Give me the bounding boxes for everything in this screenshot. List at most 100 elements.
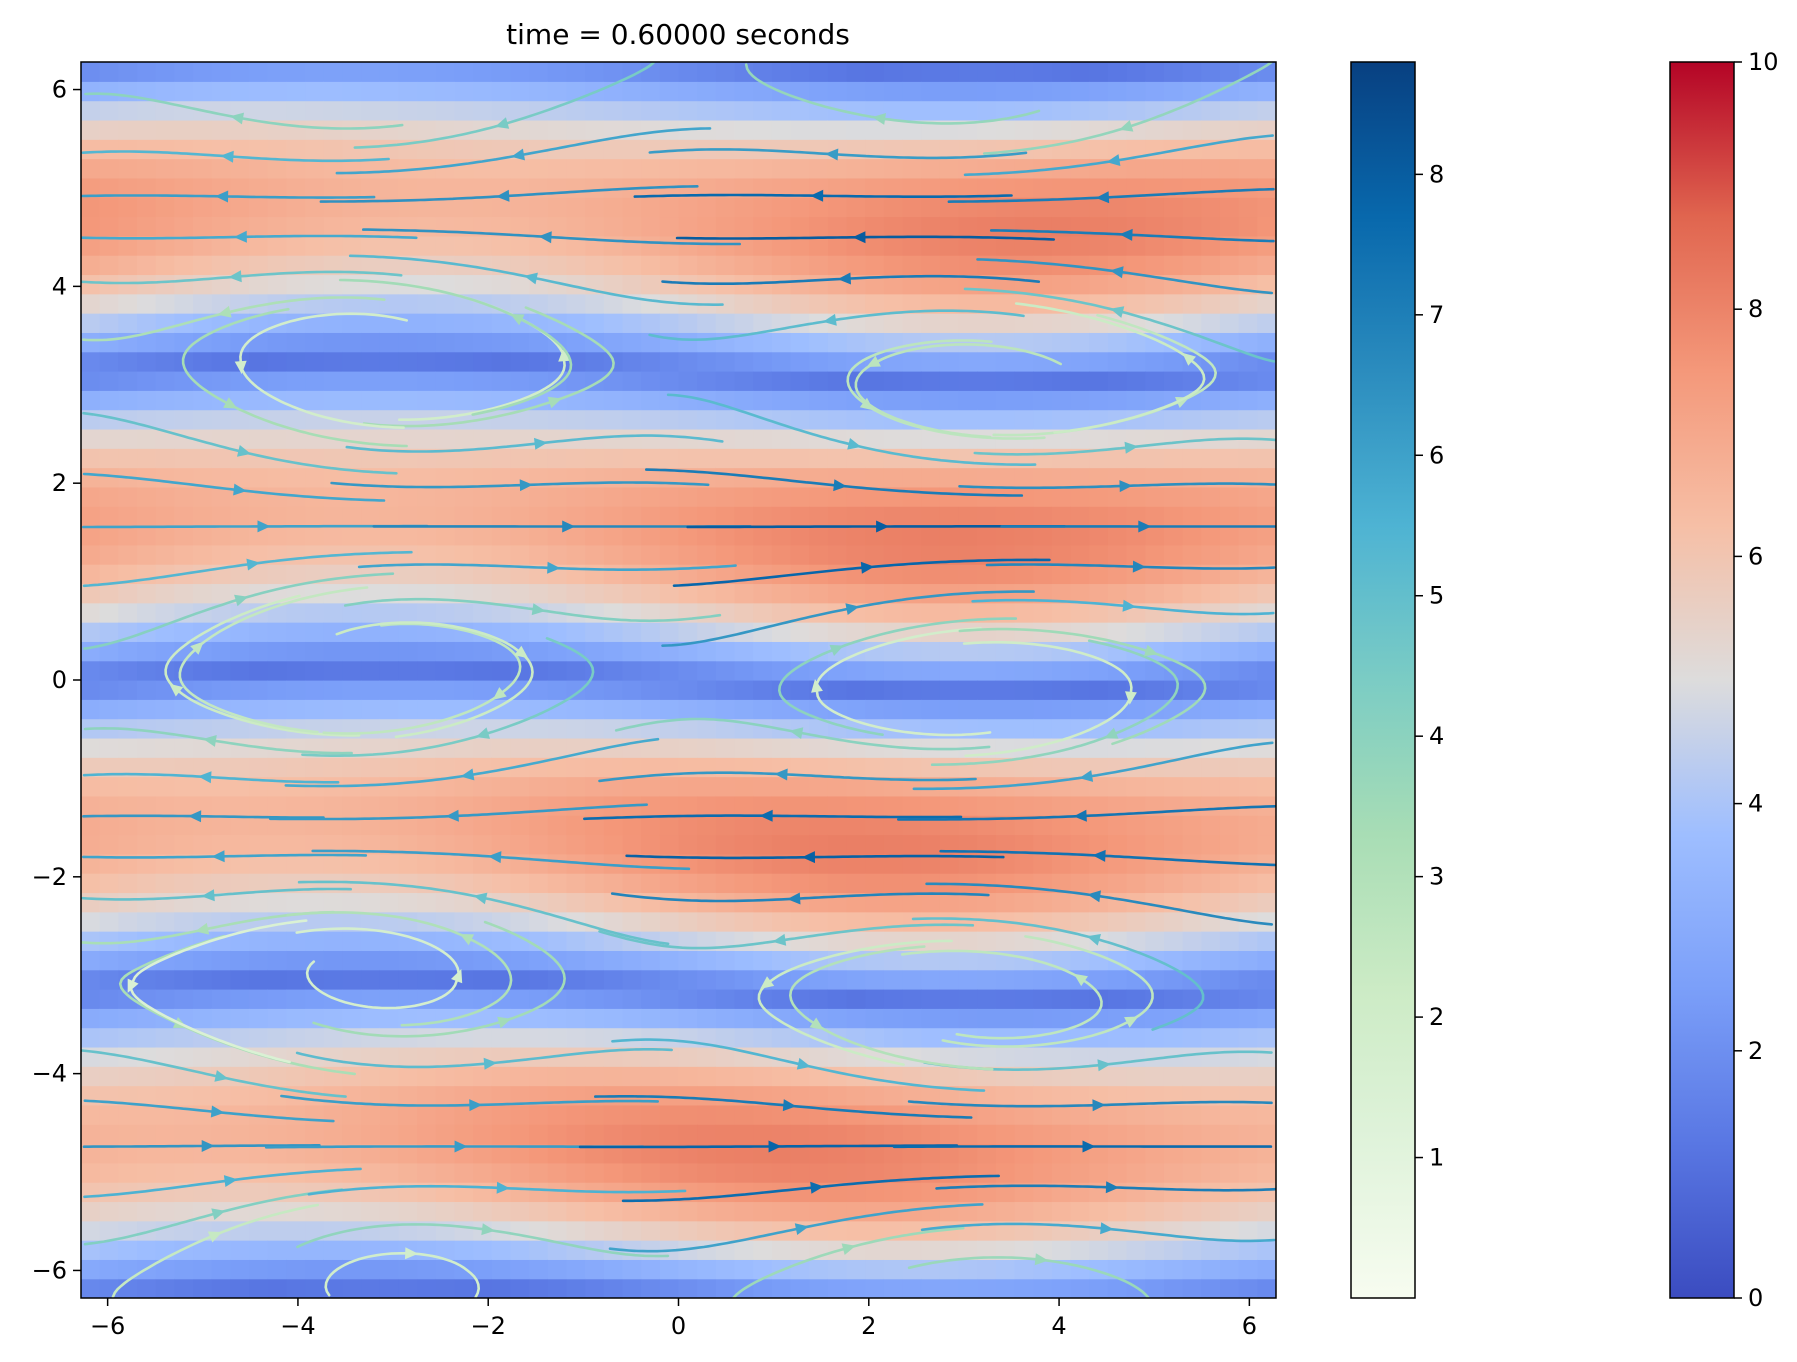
- heatmap-cell: [398, 853, 418, 874]
- heatmap-cell: [827, 564, 848, 585]
- heatmap-cell: [342, 448, 362, 469]
- heatmap-cell: [678, 1027, 698, 1048]
- heatmap-cell: [678, 158, 698, 179]
- heatmap-cell: [1219, 1278, 1240, 1298]
- heatmap-cell: [659, 274, 680, 295]
- heatmap-cell: [939, 1240, 960, 1260]
- heatmap-cell: [995, 544, 1016, 565]
- heatmap-cell: [1107, 81, 1128, 102]
- heatmap-cell: [323, 853, 343, 874]
- heatmap-cell: [155, 525, 175, 546]
- heatmap-cell: [1145, 313, 1165, 333]
- heatmap-cell: [809, 602, 829, 623]
- heatmap-cell: [1014, 1143, 1034, 1164]
- heatmap-cell: [473, 834, 493, 855]
- heatmap-cell: [790, 757, 810, 778]
- heatmap-cell: [99, 989, 119, 1009]
- heatmap-cell: [603, 390, 624, 411]
- heatmap-cell: [137, 1240, 157, 1260]
- heatmap-cell: [230, 506, 250, 527]
- heatmap-cell: [305, 892, 325, 913]
- heatmap-cell: [155, 506, 175, 527]
- heatmap-cell: [641, 622, 661, 642]
- heatmap-cell: [958, 622, 978, 642]
- heatmap-cell: [1089, 1066, 1109, 1087]
- heatmap-cell: [902, 139, 922, 160]
- heatmap-cell: [1182, 544, 1202, 565]
- heatmap-cell: [697, 892, 717, 913]
- heatmap-cell: [585, 602, 605, 623]
- heatmap-cell: [174, 139, 194, 160]
- heatmap-cell: [622, 1220, 642, 1241]
- heatmap-cell: [1201, 506, 1221, 527]
- heatmap-cell: [846, 1085, 866, 1106]
- heatmap-cell: [958, 989, 978, 1009]
- heatmap-cell: [137, 544, 157, 565]
- heatmap-cell: [529, 583, 549, 604]
- heatmap-cell: [510, 119, 530, 140]
- heatmap-cell: [1033, 274, 1053, 295]
- streamline: [181, 307, 408, 448]
- heatmap-cell: [323, 100, 343, 121]
- heatmap-cell: [809, 1259, 829, 1280]
- heatmap-cell: [1089, 428, 1109, 449]
- heatmap-cell: [1238, 892, 1258, 913]
- heatmap-cell: [771, 62, 792, 82]
- heatmap-cell: [286, 699, 306, 720]
- heatmap-cell: [1126, 815, 1146, 836]
- heatmap-cell: [1126, 950, 1146, 971]
- heatmap-cell: [809, 795, 829, 816]
- heatmap-cell: [603, 680, 624, 700]
- heatmap-cell: [267, 853, 287, 874]
- heatmap-cell: [846, 81, 866, 102]
- heatmap-cell: [1238, 989, 1258, 1009]
- heatmap-cell: [305, 1220, 325, 1241]
- heatmap-cell: [155, 177, 175, 198]
- heatmap-cell: [753, 197, 773, 218]
- heatmap-cell: [585, 139, 605, 160]
- heatmap-cell: [1089, 390, 1109, 411]
- heatmap-cell: [603, 1008, 624, 1029]
- heatmap-cell: [603, 409, 624, 430]
- heatmap-cell: [193, 1182, 213, 1203]
- heatmap-cell: [1033, 564, 1053, 585]
- heatmap-cell: [155, 757, 175, 778]
- heatmap-cell: [435, 525, 456, 546]
- heatmap-cell: [921, 255, 941, 276]
- heatmap-cell: [678, 506, 698, 527]
- heatmap-cell: [323, 834, 343, 855]
- heatmap-cell: [1033, 1008, 1053, 1029]
- heatmap-cell: [323, 390, 343, 411]
- heatmap-cell: [249, 506, 269, 527]
- heatmap-cell: [585, 718, 605, 739]
- heatmap-cell: [771, 583, 792, 604]
- heatmap-cell: [137, 351, 157, 372]
- heatmap-cell: [454, 1162, 474, 1183]
- heatmap-cell: [547, 1008, 568, 1029]
- heatmap-cell: [454, 911, 474, 932]
- heatmap-cell: [958, 332, 978, 353]
- heatmap-cell: [491, 197, 512, 218]
- heatmap-cell: [902, 1143, 922, 1164]
- heatmap-cell: [771, 950, 792, 971]
- streamline-arrow: [198, 771, 212, 784]
- streamline-arrow: [195, 922, 210, 935]
- heatmap-cell: [846, 699, 866, 720]
- heatmap-cell: [1257, 158, 1276, 179]
- heatmap-cell: [771, 1182, 792, 1203]
- heatmap-cell: [81, 815, 101, 836]
- heatmap-cell: [865, 216, 885, 237]
- heatmap-cell: [659, 100, 680, 121]
- heatmap-cell: [790, 100, 810, 121]
- heatmap-cell: [827, 699, 848, 720]
- heatmap-cell: [398, 1046, 418, 1067]
- heatmap-cell: [193, 197, 213, 218]
- heatmap-cell: [547, 81, 568, 102]
- heatmap-cell: [529, 1162, 549, 1183]
- heatmap-cell: [99, 1046, 119, 1067]
- heatmap-cell: [753, 428, 773, 449]
- heatmap-cell: [81, 235, 101, 256]
- streamline: [82, 524, 429, 529]
- heatmap-cell: [137, 1143, 157, 1164]
- heatmap-cell: [958, 950, 978, 971]
